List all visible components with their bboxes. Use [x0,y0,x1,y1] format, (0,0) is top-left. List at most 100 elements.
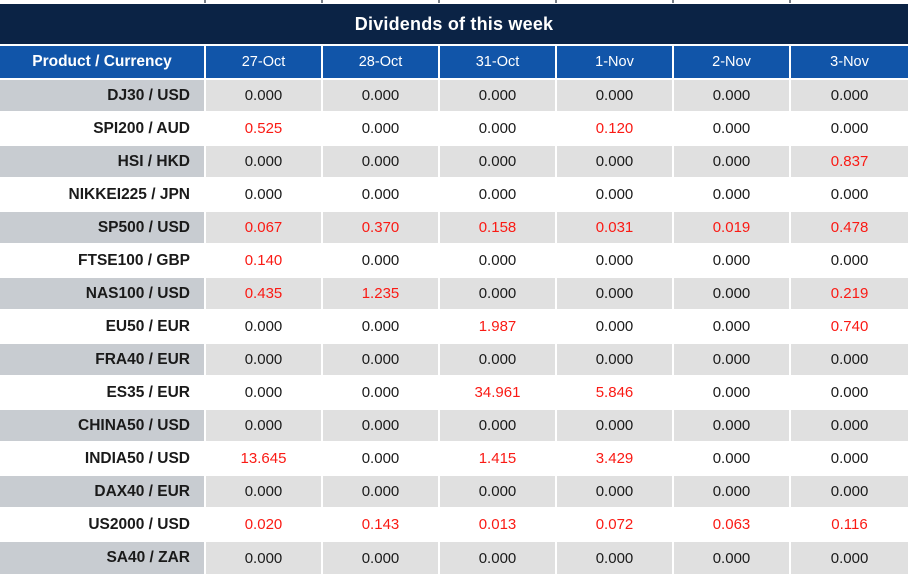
value-cell: 1.235 [321,276,440,311]
value-cell: 0.000 [555,342,674,377]
value-cell: 0.000 [672,177,791,212]
value-cell: 0.000 [438,177,557,212]
table-row: NIKKEI225 / JPN 0.000 0.000 0.000 0.000 0.000… [0,177,908,212]
value-cell: 0.063 [672,507,791,542]
value-cell: 0.000 [321,342,440,377]
value-cell: 0.000 [321,474,440,509]
value-cell: 0.370 [321,210,440,245]
value-cell: 0.000 [672,309,791,344]
value-cell: 0.000 [555,177,674,212]
value-cell: 0.000 [438,276,557,311]
value-cell: 0.000 [672,375,791,410]
value-cell: 5.846 [555,375,674,410]
product-cell: HSI / HKD [0,144,206,179]
table-row: DJ30 / USD 0.000 0.000 0.000 0.000 0.000 0.000 [0,78,908,113]
value-cell: 0.000 [555,408,674,443]
gridline-tick [204,0,206,3]
product-cell: EU50 / EUR [0,309,206,344]
title-row: Dividends of this week [0,4,908,46]
value-cell: 0.000 [672,78,791,113]
value-cell: 0.000 [438,111,557,146]
gridline-tick [789,0,791,3]
value-cell: 1.415 [438,441,557,476]
value-cell: 0.000 [555,474,674,509]
product-cell: INDIA50 / USD [0,441,206,476]
value-cell: 0.000 [788,441,908,476]
value-cell: 0.000 [672,144,791,179]
value-cell: 0.000 [788,375,908,410]
gridline-tick [321,0,323,3]
value-cell: 34.961 [438,375,557,410]
value-cell: 0.478 [788,210,908,245]
spreadsheet-gridline-strip [0,0,908,4]
value-cell: 0.000 [204,309,323,344]
value-cell: 0.013 [438,507,557,542]
value-cell: 0.116 [788,507,908,542]
value-cell: 0.072 [555,507,674,542]
column-header-date: 2-Nov [672,44,791,80]
product-cell: FRA40 / EUR [0,342,206,377]
value-cell: 0.000 [438,243,557,278]
value-cell: 0.000 [672,540,791,574]
value-cell: 0.000 [321,78,440,113]
value-cell: 0.000 [321,441,440,476]
product-cell: SP500 / USD [0,210,206,245]
value-cell: 0.140 [204,243,323,278]
value-cell: 0.000 [438,78,557,113]
value-cell: 0.000 [672,441,791,476]
table-row: INDIA50 / USD 13.645 0.000 1.415 3.429 0.000 0… [0,441,908,476]
value-cell: 0.000 [321,375,440,410]
table-row: SPI200 / AUD 0.525 0.000 0.000 0.120 0.000 0.0… [0,111,908,146]
value-cell: 0.000 [321,408,440,443]
value-cell: 0.000 [555,540,674,574]
table-row: SP500 / USD 0.067 0.370 0.158 0.031 0.019 0.47… [0,210,908,245]
value-cell: 0.000 [555,144,674,179]
value-cell: 0.000 [555,243,674,278]
product-cell: NIKKEI225 / JPN [0,177,206,212]
product-cell: DJ30 / USD [0,78,206,113]
value-cell: 0.000 [555,309,674,344]
table-row: CHINA50 / USD 0.000 0.000 0.000 0.000 0.000 0.… [0,408,908,443]
value-cell: 0.000 [788,78,908,113]
value-cell: 0.000 [204,474,323,509]
value-cell: 0.525 [204,111,323,146]
value-cell: 0.435 [204,276,323,311]
product-cell: SPI200 / AUD [0,111,206,146]
value-cell: 0.000 [204,375,323,410]
value-cell: 0.000 [204,540,323,574]
value-cell: 0.000 [555,78,674,113]
column-header-date: 27-Oct [204,44,323,80]
product-cell: CHINA50 / USD [0,408,206,443]
header-row: Product / Currency 27-Oct 28-Oct 31-Oct 1-N… [0,44,908,80]
value-cell: 0.000 [204,342,323,377]
dividends-table: Dividends of this week Product / Currenc… [0,4,908,574]
value-cell: 0.000 [672,342,791,377]
table-row: US2000 / USD 0.020 0.143 0.013 0.072 0.063 0.1… [0,507,908,542]
product-cell: FTSE100 / GBP [0,243,206,278]
table-row: FRA40 / EUR 0.000 0.000 0.000 0.000 0.000 0.00… [0,342,908,377]
product-cell: NAS100 / USD [0,276,206,311]
gridline-tick [438,0,440,3]
value-cell: 0.000 [788,408,908,443]
product-cell: SA40 / ZAR [0,540,206,574]
column-header-date: 3-Nov [788,44,908,80]
table-row: NAS100 / USD 0.435 1.235 0.000 0.000 0.000 0.2… [0,276,908,311]
table-row: ES35 / EUR 0.000 0.000 34.961 5.846 0.000 0.00… [0,375,908,410]
value-cell: 0.000 [672,474,791,509]
value-cell: 0.000 [321,309,440,344]
value-cell: 0.000 [438,342,557,377]
table-title: Dividends of this week [0,4,908,46]
value-cell: 0.000 [672,111,791,146]
product-cell: ES35 / EUR [0,375,206,410]
value-cell: 0.158 [438,210,557,245]
value-cell: 13.645 [204,441,323,476]
value-cell: 0.000 [204,144,323,179]
value-cell: 0.000 [438,474,557,509]
table-row: HSI / HKD 0.000 0.000 0.000 0.000 0.000 0.837 [0,144,908,179]
value-cell: 0.000 [204,177,323,212]
value-cell: 0.000 [438,540,557,574]
column-header-date: 1-Nov [555,44,674,80]
value-cell: 0.000 [788,111,908,146]
value-cell: 0.000 [672,243,791,278]
product-cell: US2000 / USD [0,507,206,542]
